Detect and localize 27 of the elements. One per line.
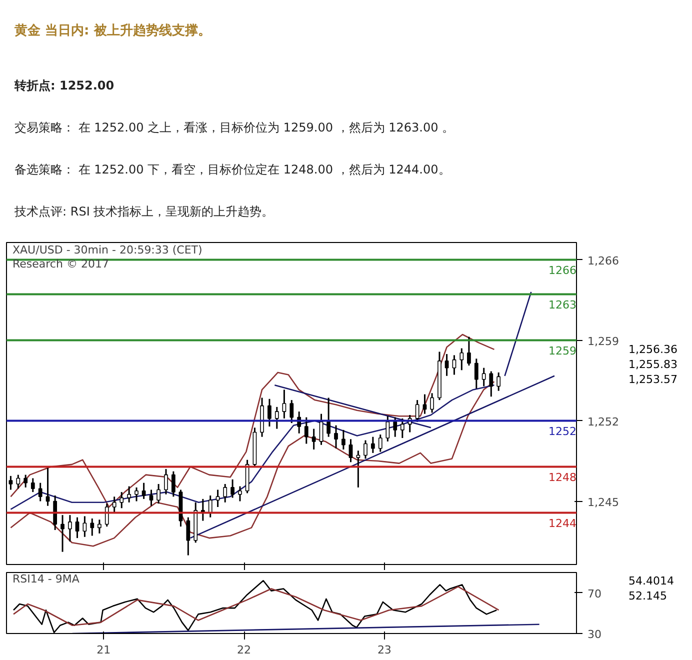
y-tick-label: 1,259 (588, 334, 619, 348)
text: 转折点: 1252.00 (14, 78, 114, 92)
text: 1,255.83 (628, 358, 678, 372)
text: 52.145 (628, 590, 667, 603)
text: 交易策略： 在 1252.00 之上，看涨，目标价位为 1259.00 ，然后为 1263.00 。 (14, 120, 454, 134)
x-tick-label: 23 (377, 644, 392, 656)
chart-title: RSI14 - 9MA (12, 572, 80, 586)
y-tick-label: 30 (588, 628, 602, 641)
text: 1,253.57 (628, 373, 678, 386)
ref-line-label: 1244 (548, 516, 576, 530)
text: 54.4014 (628, 574, 674, 588)
y-tick-label: 1,266 (588, 254, 619, 268)
y-tick-label: 70 (588, 587, 602, 600)
text: 1,256.36 (628, 343, 678, 356)
text: 黄金 当日内: 被上升趋势线支撑。 (14, 22, 211, 38)
text: XAU/USD - 30min - 20:59:33 (CET) Research © 2017 (12, 244, 202, 270)
x-tick-label: 21 (96, 644, 111, 656)
ref-line-label: 1248 (548, 470, 576, 484)
x-tick-label: 22 (237, 644, 252, 656)
ref-line-label: 1259 (548, 344, 576, 358)
ref-line-label: 1266 (548, 264, 576, 277)
text: 技术点评: RSI 技术指标上，呈现新的上升趋势。 (14, 204, 274, 218)
ref-line-label: 1252 (548, 424, 576, 438)
ref-line-label: 1263 (548, 298, 576, 312)
text: 备选策略： 在 1252.00 下，看空，目标价位定在 1248.00 ，然后为 1244.00。 (14, 162, 450, 176)
y-tick-label: 1,252 (588, 415, 619, 428)
y-tick-label: 1,245 (588, 496, 619, 509)
